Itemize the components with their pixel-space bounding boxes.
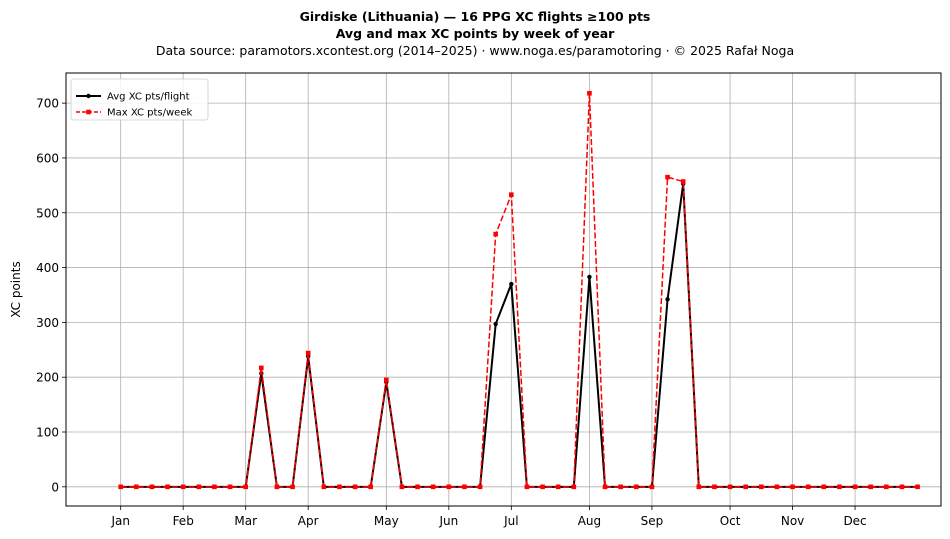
max-point (415, 484, 420, 490)
chart-title: Girdiske (Lithuania) — 16 PPG XC flights… (299, 9, 651, 24)
chart-subtitle: Avg and max XC points by week of year (335, 26, 615, 41)
avg-point (493, 321, 498, 327)
max-point (368, 484, 373, 490)
max-point (821, 484, 827, 490)
x-tick-label: Jul (503, 514, 518, 528)
max-point (493, 231, 498, 237)
x-tick-label: Oct (720, 514, 741, 528)
max-point (915, 484, 920, 490)
y-tick-label: 500 (36, 206, 59, 220)
x-tick-label: Aug (578, 514, 601, 528)
max-point (540, 484, 545, 490)
max-point (649, 484, 655, 490)
max-point (212, 484, 217, 490)
max-point (274, 484, 280, 490)
plot-frame (65, 72, 942, 507)
max-point (165, 484, 170, 490)
x-tick-label: Jun (438, 514, 458, 528)
max-point (134, 484, 139, 490)
x-axis-ticks: Jan Feb Mar Apr May Jun Jul Aug Sep Oct Nov Dec (110, 506, 867, 528)
max-point (618, 484, 623, 490)
max-point (837, 484, 842, 490)
max-point (149, 484, 155, 490)
x-tick-label: Sep (641, 514, 664, 528)
x-tick-label: Nov (781, 514, 804, 528)
max-point (524, 484, 530, 490)
x-tick-label: Jan (110, 514, 130, 528)
avg-point (587, 274, 592, 280)
series-line-avg (120, 182, 918, 488)
y-tick-label: 300 (36, 316, 59, 330)
avg-point (665, 297, 670, 302)
max-point (555, 484, 561, 490)
max-point (243, 484, 248, 490)
max-point (790, 484, 795, 490)
x-tick-label: May (374, 514, 399, 528)
max-point (509, 192, 514, 197)
y-tick-label: 600 (36, 151, 59, 165)
max-point (852, 484, 858, 490)
series-group (118, 90, 920, 490)
max-point (665, 174, 670, 180)
max-point (712, 484, 717, 490)
x-tick-label: Apr (298, 514, 319, 528)
max-point (305, 350, 311, 356)
max-point (884, 484, 889, 490)
max-point (759, 484, 764, 490)
max-point (680, 179, 686, 184)
max-point (477, 484, 483, 490)
legend-box (70, 78, 209, 121)
max-point (634, 484, 639, 490)
max-point (727, 484, 733, 490)
max-point (196, 484, 202, 490)
max-point (430, 484, 436, 490)
x-tick-label: Feb (173, 514, 194, 528)
max-point (446, 484, 452, 490)
y-tick-label: 400 (36, 261, 59, 275)
x-tick-label: Dec (843, 514, 866, 528)
max-point (259, 365, 264, 371)
max-point (321, 484, 327, 490)
y-axis-ticks: 0 100 200 300 400 500 600 700 (36, 97, 66, 494)
max-point (805, 484, 811, 490)
legend-label: Max XC pts/week (107, 108, 192, 119)
legend-marker (86, 109, 91, 115)
y-axis-label: XC points (9, 261, 23, 317)
max-point (571, 484, 577, 490)
max-point (462, 484, 467, 490)
max-point (352, 484, 358, 490)
grid-lines (66, 73, 941, 506)
series-line-max (120, 92, 918, 488)
max-point (180, 484, 186, 490)
avg-point (509, 281, 514, 287)
max-point (899, 484, 905, 490)
y-tick-label: 0 (51, 480, 59, 494)
legend: Avg XC pts/flight Max XC pts/week (70, 78, 209, 121)
max-point (399, 484, 405, 490)
y-tick-label: 700 (36, 97, 59, 111)
y-tick-label: 100 (36, 426, 59, 440)
max-point (384, 377, 389, 383)
max-point (227, 484, 233, 490)
max-point (337, 484, 342, 490)
max-point (696, 484, 702, 490)
max-point (587, 90, 592, 96)
legend-marker (86, 93, 91, 99)
data-source-note: Data source: paramotors.xcontest.org (20… (155, 43, 795, 58)
max-point (602, 484, 608, 490)
max-point (290, 484, 295, 490)
max-point (774, 484, 780, 490)
max-point (868, 484, 873, 490)
max-point (743, 484, 748, 490)
max-point (118, 484, 123, 490)
x-tick-label: Mar (234, 514, 257, 528)
legend-label: Avg XC pts/flight (107, 92, 190, 103)
y-tick-label: 200 (36, 371, 59, 385)
